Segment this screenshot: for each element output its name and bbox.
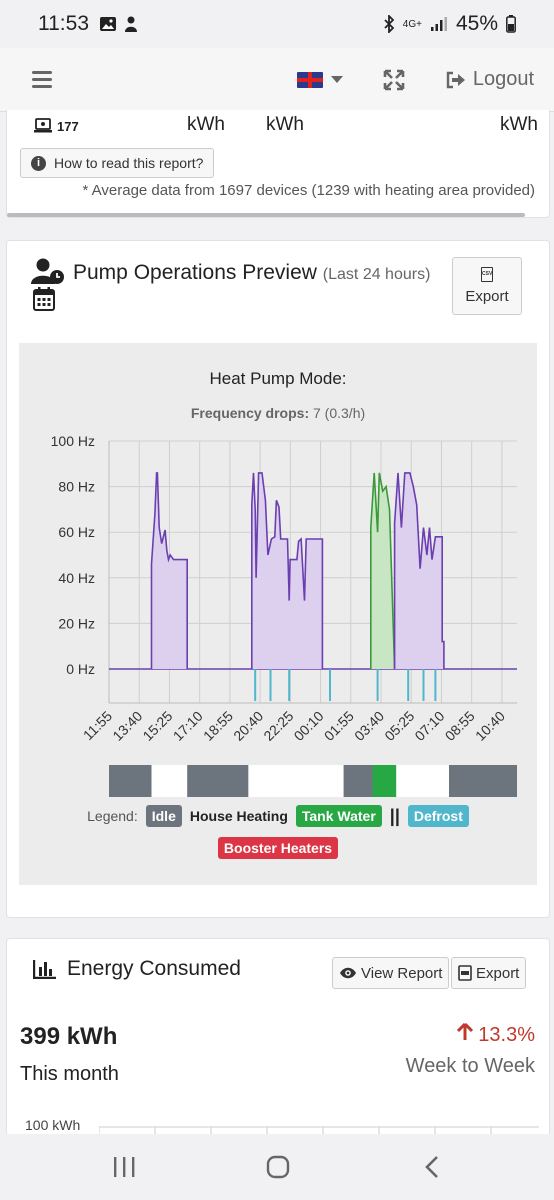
unit-2: kWh — [266, 114, 304, 135]
x-tick-label: 05:25 — [381, 708, 417, 744]
laptop-icon — [34, 118, 52, 133]
bluetooth-icon — [384, 15, 395, 33]
how-to-read-button[interactable]: i How to read this report? — [20, 148, 215, 178]
x-tick-label: 07:10 — [411, 708, 447, 744]
x-tick-label: 13:40 — [109, 708, 145, 744]
x-tick-label: 15:25 — [139, 708, 175, 744]
x-tick-label: 03:40 — [351, 708, 387, 744]
back-icon[interactable] — [424, 1155, 440, 1179]
legend-tank-water[interactable]: Tank Water — [295, 805, 382, 827]
x-tick-label: 11:55 — [80, 708, 116, 744]
energy-value: 399 kWh — [20, 1023, 118, 1050]
series-line-tank — [369, 472, 396, 670]
assistant-icon — [125, 16, 137, 32]
signal-icon — [430, 17, 447, 31]
language-select[interactable] — [296, 71, 343, 88]
mode-bar-house — [151, 765, 188, 797]
pump-title: Pump Operations Preview (Last 24 hours) — [73, 261, 431, 284]
status-time: 11:53 — [38, 12, 89, 35]
x-tick-label: 10:40 — [472, 708, 508, 744]
energy-change: 13.3% — [456, 1022, 535, 1047]
status-bar: 11:53 4G+ 45% — [0, 0, 554, 48]
csv-file-icon: CSV — [481, 267, 493, 282]
home-icon[interactable] — [266, 1155, 290, 1179]
legend-separator: || — [389, 805, 400, 826]
series-line-house — [251, 472, 324, 669]
y-tick-label: 0 Hz — [66, 661, 95, 677]
legend-idle[interactable]: Idle — [145, 805, 182, 827]
x-tick-label: 22:25 — [260, 708, 296, 744]
network-type: 4G+ — [402, 18, 422, 30]
x-tick-label: 20:40 — [230, 708, 266, 744]
y-tick-label: 40 Hz — [58, 570, 95, 586]
logout-button[interactable]: Logout — [445, 68, 534, 91]
chart-title: Heat Pump Mode: — [209, 369, 347, 388]
calendar-icon — [33, 287, 55, 311]
energy-change-period: Week to Week — [405, 1055, 535, 1077]
eye-icon — [340, 967, 356, 979]
legend-label: Legend: — [87, 808, 138, 824]
info-icon: i — [31, 155, 46, 171]
pump-export-button[interactable]: CSV Export — [452, 257, 522, 315]
mode-bar-idle — [109, 765, 152, 797]
mode-bar-idle — [187, 765, 249, 797]
unit-1: kWh — [187, 114, 225, 135]
series-line-house — [393, 472, 445, 669]
logout-icon — [446, 71, 465, 88]
energy-export-button[interactable]: Export — [451, 957, 527, 989]
device-count: 177 — [33, 118, 79, 134]
pump-chart: 100 Hz 80 Hz 60 Hz 40 Hz 20 Hz 0 Hz 11:5513:40… — [51, 433, 517, 797]
y-tick-label: 80 Hz — [58, 479, 95, 495]
x-tick-label: 00:10 — [291, 708, 327, 744]
series-area-house — [251, 472, 323, 669]
menu-icon[interactable] — [32, 70, 54, 89]
mode-bar-idle — [449, 765, 517, 797]
x-tick-label: 08:55 — [442, 708, 478, 744]
chart-legend: Legend: Idle House Heating Tank Water ||… — [19, 805, 537, 859]
battery-level: 45% — [455, 12, 498, 35]
series-area-house — [151, 472, 188, 669]
gallery-icon — [100, 17, 116, 31]
logout-label: Logout — [472, 68, 534, 90]
system-nav-bar — [0, 1134, 554, 1200]
series-line-house — [150, 472, 188, 669]
csv-file-icon — [458, 965, 472, 981]
y-tick-label: 20 Hz — [58, 615, 95, 631]
battery-icon — [506, 15, 516, 33]
pump-chart-panel: Heat Pump Mode: Frequency drops: 7 (0.3/… — [19, 343, 537, 885]
energy-period: This month — [20, 1063, 119, 1085]
mode-bar-house — [396, 765, 449, 797]
fullscreen-icon[interactable] — [383, 69, 405, 91]
x-tick-label: 01:55 — [321, 708, 357, 744]
unit-3: kWh — [500, 114, 538, 135]
legend-booster-heaters[interactable]: Booster Heaters — [217, 837, 339, 859]
x-tick-label: 18:55 — [200, 708, 236, 744]
caret-down-icon — [330, 76, 343, 83]
view-report-button[interactable]: View Report — [332, 957, 450, 989]
x-tick-label: 17:10 — [170, 708, 206, 744]
mode-bar-tank — [372, 765, 397, 797]
recent-apps-icon[interactable] — [112, 1156, 136, 1178]
mode-bar-house — [248, 765, 344, 797]
arrow-up-icon — [456, 1022, 473, 1040]
y-tick-label: 100 Hz — [51, 433, 95, 449]
mode-bar-idle — [343, 765, 373, 797]
energy-ytick: 100 kWh — [25, 1117, 81, 1133]
energy-card: Energy Consumed View Report Export 399 k… — [6, 938, 550, 1159]
user-clock-icon — [31, 258, 64, 284]
pump-period: (Last 24 hours) — [322, 266, 431, 283]
bar-chart-icon — [33, 960, 56, 979]
app-header: Logout — [0, 48, 554, 112]
average-note: * Average data from 1697 devices (1239 w… — [82, 182, 535, 199]
frequency-drops: Frequency drops: 7 (0.3/h) — [190, 405, 366, 421]
series-area-house — [394, 472, 444, 669]
pump-operations-card: Pump Operations Preview (Last 24 hours) … — [6, 240, 550, 918]
energy-title: Energy Consumed — [67, 957, 241, 980]
uk-flag-icon — [296, 71, 323, 88]
legend-defrost[interactable]: Defrost — [407, 805, 469, 827]
summary-card: 177 kWh kWh kWh i How to read this repor… — [6, 110, 550, 218]
y-tick-label: 60 Hz — [58, 524, 95, 540]
horizontal-scrollbar[interactable] — [7, 213, 525, 217]
legend-house-heating[interactable]: House Heating — [189, 808, 288, 824]
